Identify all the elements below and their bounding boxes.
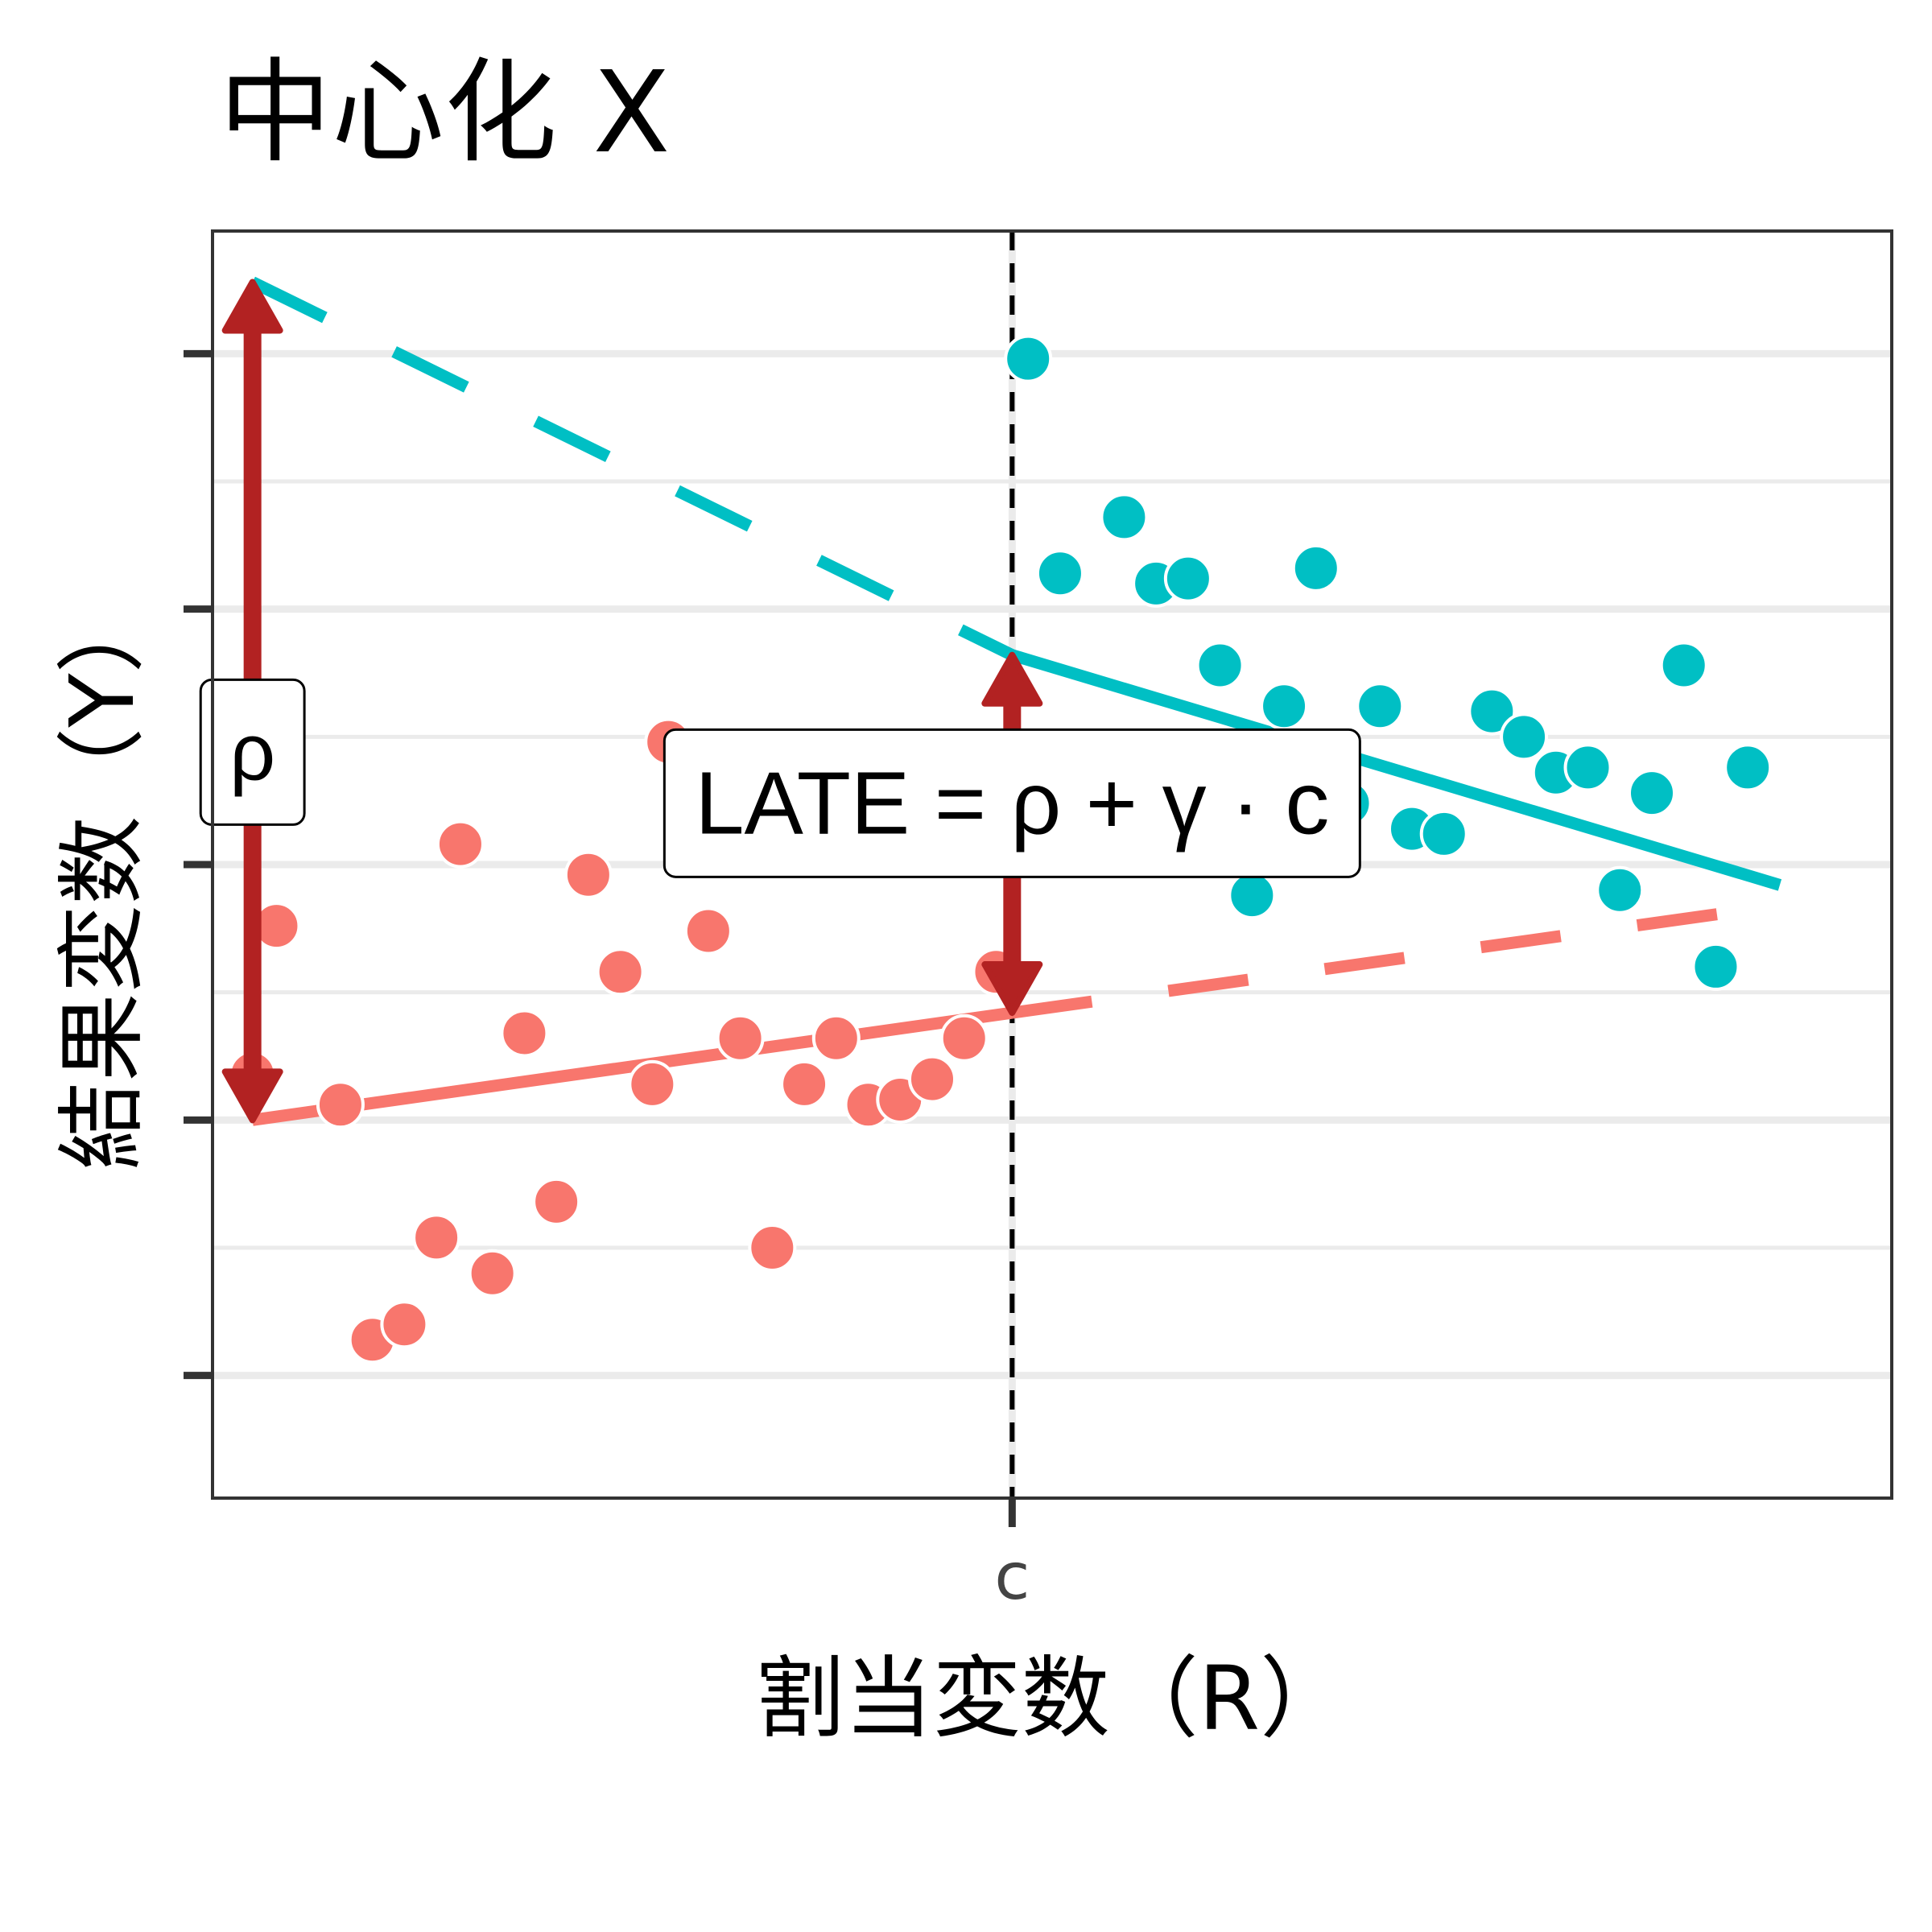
- point-treated-7: [1260, 682, 1309, 731]
- point-control-5: [412, 1213, 461, 1262]
- point-control-17: [780, 1059, 829, 1108]
- annotation-label-0: ρ: [199, 678, 306, 826]
- annotation-label-1: LATE = ρ + γ · c: [663, 728, 1361, 878]
- point-control-7: [468, 1249, 517, 1298]
- point-treated-8: [1291, 543, 1340, 592]
- point-treated-20: [1691, 942, 1740, 991]
- fit-lines: [250, 276, 1782, 1126]
- point-treated-14: [1500, 712, 1549, 762]
- point-control-6: [436, 819, 485, 869]
- point-control-11: [596, 947, 645, 997]
- point-treated-5: [1195, 641, 1245, 690]
- point-control-12: [628, 1059, 677, 1108]
- fit-line-control-dashed: [1011, 899, 1781, 1019]
- fit-line-treated-solid: [1010, 649, 1782, 891]
- point-control-18: [811, 1013, 861, 1063]
- x-axis-title: 割当変数（R）: [756, 1647, 1348, 1750]
- point-treated-10: [1356, 682, 1405, 731]
- point-control-4: [380, 1300, 429, 1349]
- point-control-2: [316, 1080, 365, 1129]
- point-treated-1: [1035, 549, 1084, 598]
- point-treated-21: [1724, 743, 1773, 792]
- point-treated-19: [1659, 641, 1708, 690]
- y-axis-title: 結果変数（Y）: [51, 584, 154, 1170]
- point-control-14: [683, 906, 733, 956]
- point-control-8: [500, 1009, 549, 1058]
- x-tick-label-0: c: [994, 1539, 1030, 1614]
- point-treated-0: [1004, 334, 1053, 383]
- axis-ticks: c: [184, 349, 1030, 1614]
- annotation-labels: ρ LATE = ρ + γ · c: [199, 678, 1361, 878]
- point-control-9: [532, 1177, 581, 1226]
- point-control-15: [716, 1013, 765, 1063]
- point-treated-13: [1468, 687, 1517, 736]
- point-treated-16: [1563, 743, 1612, 792]
- point-control-16: [748, 1224, 797, 1273]
- annotation-text-0: ρ: [229, 707, 275, 797]
- point-treated-18: [1628, 769, 1676, 818]
- point-control-10: [564, 850, 613, 899]
- point-treated-4: [1163, 554, 1212, 603]
- point-control-22: [939, 1013, 989, 1063]
- point-treated-2: [1100, 493, 1149, 542]
- point-treated-17: [1596, 865, 1645, 914]
- point-control-21: [908, 1055, 956, 1104]
- point-treated-6: [1228, 871, 1277, 920]
- fit-line-control-solid: [251, 1006, 1013, 1126]
- annotation-text-1: LATE = ρ + γ · c: [695, 753, 1329, 852]
- data-points: [228, 334, 1773, 1364]
- point-treated-12: [1419, 809, 1468, 858]
- fit-line-treated-dashed: [250, 276, 1015, 661]
- chart-title: 中心化 X: [219, 47, 670, 179]
